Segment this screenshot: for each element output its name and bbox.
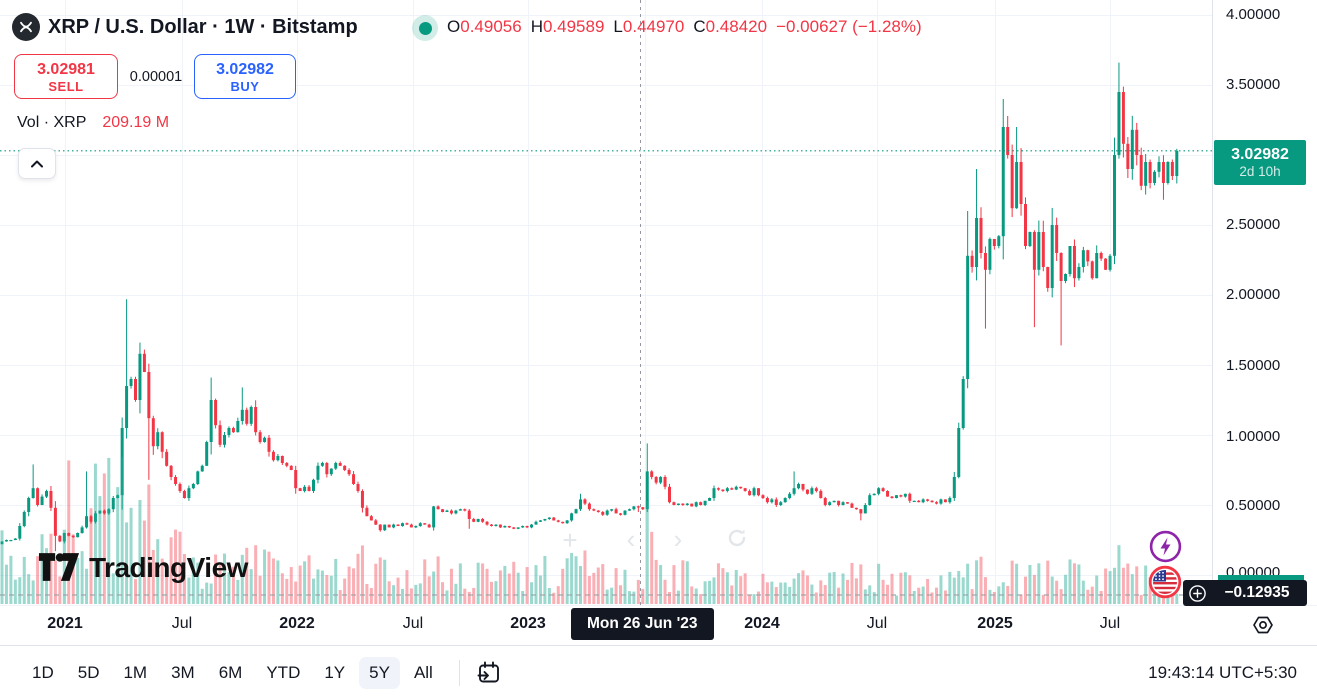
bar-countdown: 2d 10h — [1239, 164, 1281, 179]
time-label-2024-6: 2024 — [744, 615, 780, 632]
range-button-6m[interactable]: 6M — [209, 657, 253, 689]
range-button-5y[interactable]: 5Y — [359, 657, 400, 689]
time-label-2023-4: 2023 — [510, 615, 546, 632]
open-value: 0.49056 — [460, 17, 522, 36]
price-tick-2.50000: 2.50000 — [1226, 216, 1281, 233]
lightning-trade-fab[interactable] — [1149, 530, 1182, 568]
low-value: 0.44970 — [622, 17, 685, 36]
last-price-label: 3.02982 2d 10h — [1214, 140, 1306, 185]
ghost-scroll-left-button[interactable]: ‹ — [626, 524, 636, 554]
buy-label: BUY — [230, 78, 260, 94]
time-label-2022-2: 2022 — [279, 615, 315, 632]
calendar-icon — [477, 661, 499, 683]
last-price-value: 3.02982 — [1231, 146, 1289, 163]
time-axis[interactable]: Jul2025Jul2024Jul2023Jul2022Jul2021 Mon … — [0, 605, 1317, 645]
lightning-bolt-icon — [1160, 537, 1171, 556]
crosshair-price-label: −0.12935 — [1183, 580, 1307, 606]
price-tick-0.50000: 0.50000 — [1226, 497, 1281, 514]
ohlc-readout: O 0.49056 H 0.49589 L 0.44970 C 0.48420 −0.0… — [447, 17, 922, 37]
tradingview-logo-icon — [38, 553, 80, 581]
time-label-2025-8: 2025 — [977, 615, 1013, 632]
symbol-title[interactable]: XRP / U.S. Dollar · 1W · Bitstamp — [48, 15, 358, 38]
clock-utc-offset[interactable]: 19:43:14 UTC+5:30 — [1148, 663, 1297, 682]
volume-axis-strip — [1218, 575, 1304, 580]
range-button-1d[interactable]: 1D — [22, 657, 64, 689]
change-value: −0.00627 (−1.28%) — [776, 17, 922, 36]
range-button-all[interactable]: All — [404, 657, 443, 689]
range-button-group: 1D 5D 1M 3M 6M YTD 1Y 5Y All — [22, 657, 443, 689]
range-button-1m[interactable]: 1M — [113, 657, 157, 689]
series-marker-dot-icon — [412, 15, 438, 41]
bottom-toolbar: 1D 5D 1M 3M 6M YTD 1Y 5Y All 19:43:14 UTC+5:30 — [0, 645, 1317, 700]
currency-settings-hexagon-icon[interactable] — [1251, 614, 1275, 636]
price-tick-3.50000: 3.50000 — [1226, 76, 1281, 93]
add-alert-plus-icon[interactable] — [1188, 584, 1207, 603]
candlestick-chart-pane[interactable] — [0, 0, 1212, 605]
volume-legend: Vol · XRP 209.19 M — [17, 114, 169, 132]
crosshair-price-value: −0.12935 — [1224, 584, 1290, 601]
time-label-2021-0: 2021 — [47, 615, 83, 632]
ghost-scroll-right-button[interactable]: › — [673, 524, 683, 554]
crosshair-date-label: Mon 26 Jun '23 — [571, 608, 714, 640]
ghost-add-symbol-button[interactable]: + — [562, 525, 578, 555]
buy-price: 3.02982 — [216, 60, 274, 78]
high-value: 0.49589 — [542, 17, 605, 36]
reset-arrow-icon — [728, 529, 746, 547]
time-label-Jul-9: Jul — [1099, 615, 1121, 632]
price-tick-1.50000: 1.50000 — [1226, 357, 1281, 374]
xrp-symbol-logo-icon — [12, 13, 40, 41]
close-label: C — [693, 17, 706, 36]
sell-price: 3.02981 — [37, 60, 95, 78]
high-label: H — [530, 17, 543, 36]
time-label-Jul-1: Jul — [171, 615, 193, 632]
close-value: 0.48420 — [705, 17, 768, 36]
time-label-Jul-3: Jul — [402, 615, 424, 632]
us-flag-icon — [1153, 570, 1177, 594]
volume-label: Vol · XRP — [17, 114, 87, 131]
buy-button[interactable]: 3.02982 BUY — [194, 54, 296, 99]
chevron-up-icon — [31, 160, 43, 167]
ghost-reset-chart-button[interactable] — [725, 526, 749, 554]
sell-button[interactable]: 3.02981 SELL — [14, 54, 118, 99]
watermark-text: TradingView — [89, 551, 248, 583]
go-to-date-button[interactable] — [476, 660, 502, 686]
toolbar-divider — [458, 660, 460, 686]
collapse-legend-button[interactable] — [18, 148, 56, 179]
time-label-Jul-7: Jul — [866, 615, 888, 632]
range-button-1y[interactable]: 1Y — [314, 657, 355, 689]
range-button-3m[interactable]: 3M — [161, 657, 205, 689]
tradingview-watermark[interactable]: TradingView — [38, 551, 248, 584]
volume-value: 209.19 M — [102, 114, 170, 131]
price-tick-4.00000: 4.00000 — [1226, 6, 1281, 23]
open-label: O — [447, 17, 461, 36]
sell-label: SELL — [48, 78, 84, 94]
price-axis[interactable]: 0.00000 0.50000 1.00000 1.50000 2.00000 2.500… — [1212, 0, 1317, 605]
price-tick-2.00000: 2.00000 — [1226, 286, 1281, 303]
low-label: L — [613, 17, 623, 36]
economic-events-flag-fab[interactable] — [1148, 565, 1182, 604]
range-button-5d[interactable]: 5D — [68, 657, 110, 689]
range-button-ytd[interactable]: YTD — [256, 657, 310, 689]
spread-value: 0.00001 — [129, 68, 183, 85]
price-tick-1.00000: 1.00000 — [1226, 428, 1281, 445]
